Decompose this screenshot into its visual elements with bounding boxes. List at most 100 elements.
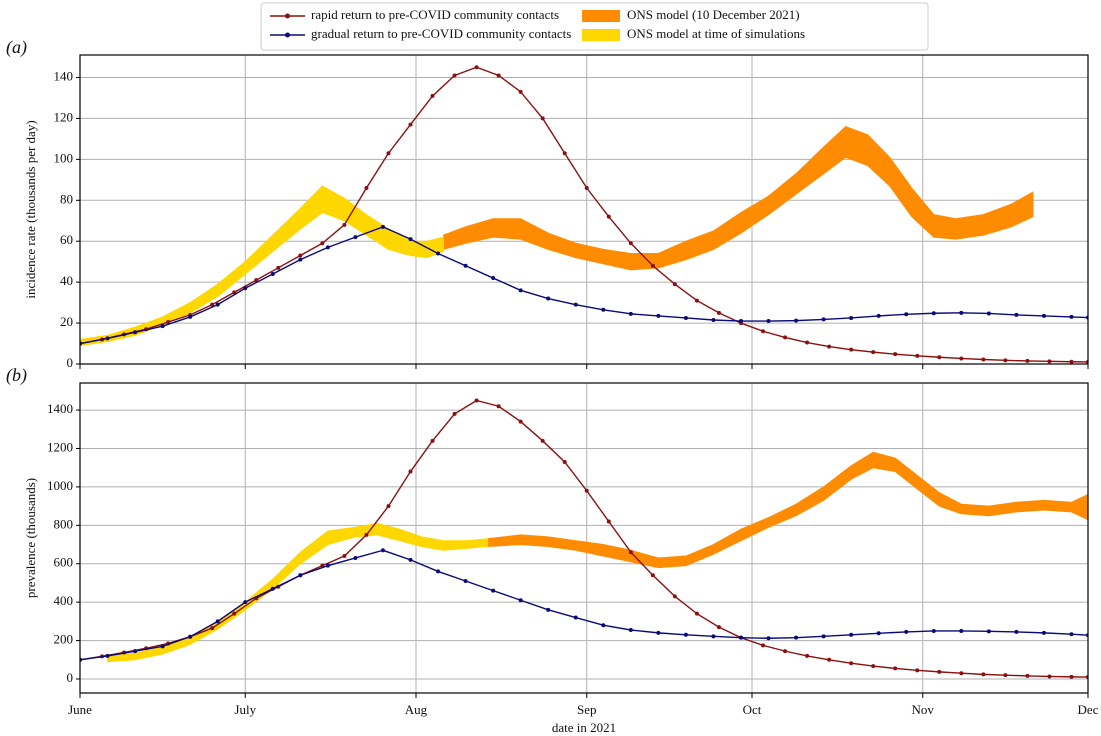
marker	[215, 619, 220, 624]
marker	[656, 313, 661, 318]
marker	[573, 615, 578, 620]
marker	[380, 548, 385, 553]
marker	[105, 336, 110, 341]
marker	[959, 628, 964, 633]
marker	[1041, 313, 1046, 318]
marker	[794, 635, 799, 640]
marker	[133, 649, 138, 654]
marker	[546, 607, 551, 612]
marker	[893, 666, 898, 671]
marker	[573, 302, 578, 307]
marker	[496, 73, 501, 78]
marker	[518, 598, 523, 603]
y-tick-label: 120	[54, 109, 74, 124]
marker	[711, 318, 716, 323]
x-tick-label: Oct	[743, 702, 762, 717]
marker	[188, 314, 193, 319]
marker	[254, 278, 259, 283]
marker	[298, 253, 303, 258]
marker	[849, 661, 854, 666]
marker	[320, 241, 325, 246]
marker	[606, 214, 611, 219]
marker	[562, 459, 567, 464]
marker	[270, 586, 275, 591]
marker	[210, 626, 215, 631]
marker	[232, 290, 237, 295]
marker	[380, 224, 385, 229]
marker	[606, 519, 611, 524]
marker	[794, 318, 799, 323]
marker	[821, 634, 826, 639]
x-tick-label: Aug	[405, 702, 428, 717]
marker	[276, 265, 281, 270]
marker	[496, 404, 501, 409]
marker	[805, 340, 810, 345]
marker	[761, 329, 766, 334]
marker	[650, 573, 655, 578]
y-tick-label: 800	[54, 516, 74, 531]
line	[80, 66, 1088, 363]
marker	[981, 672, 986, 677]
y-axis-label: prevalence (thousands)	[23, 478, 38, 598]
marker	[937, 355, 942, 360]
marker	[474, 65, 479, 70]
x-tick-label: June	[68, 702, 92, 717]
marker	[518, 89, 523, 94]
marker	[105, 653, 110, 658]
marker	[738, 635, 743, 640]
y-axis-label: incidence rate (thousands per day)	[23, 120, 38, 298]
marker	[716, 310, 721, 315]
marker	[133, 330, 138, 335]
marker	[931, 628, 936, 633]
marker	[353, 555, 358, 560]
marker	[436, 251, 441, 256]
marker	[1003, 358, 1008, 363]
marker	[694, 611, 699, 616]
marker	[210, 302, 215, 307]
marker	[871, 350, 876, 355]
marker	[298, 573, 303, 578]
line	[80, 399, 1088, 678]
marker	[452, 73, 457, 78]
line	[80, 226, 1088, 345]
marker	[915, 668, 920, 673]
marker	[959, 310, 964, 315]
marker	[766, 319, 771, 324]
marker	[683, 632, 688, 637]
marker	[364, 186, 369, 191]
marker	[1025, 358, 1030, 363]
y-tick-label: 100	[54, 150, 74, 165]
legend-patch	[582, 10, 620, 22]
marker	[1041, 630, 1046, 635]
marker	[821, 317, 826, 322]
y-tick-label: 80	[60, 191, 73, 206]
band	[487, 451, 1088, 569]
marker	[628, 241, 633, 246]
plot-area	[80, 398, 1088, 680]
marker	[408, 469, 413, 474]
y-tick-label: 1200	[47, 439, 73, 454]
y-tick-label: 0	[67, 355, 74, 370]
marker	[1014, 312, 1019, 317]
marker	[783, 335, 788, 340]
marker	[783, 649, 788, 654]
marker	[452, 411, 457, 416]
marker	[805, 653, 810, 658]
plot-frame	[79, 382, 1089, 694]
marker	[540, 438, 545, 443]
marker	[325, 245, 330, 250]
plot-area	[80, 65, 1088, 364]
y-tick-label: 0	[67, 670, 74, 685]
marker	[386, 151, 391, 156]
panel-label: (b)	[6, 365, 27, 386]
marker	[584, 488, 589, 493]
marker	[761, 643, 766, 648]
marker	[518, 419, 523, 424]
marker	[232, 611, 237, 616]
marker	[215, 302, 220, 307]
legend-label: ONS model at time of simulations	[627, 26, 805, 41]
marker	[827, 344, 832, 349]
marker	[1025, 673, 1030, 678]
marker	[342, 222, 347, 227]
marker	[694, 298, 699, 303]
